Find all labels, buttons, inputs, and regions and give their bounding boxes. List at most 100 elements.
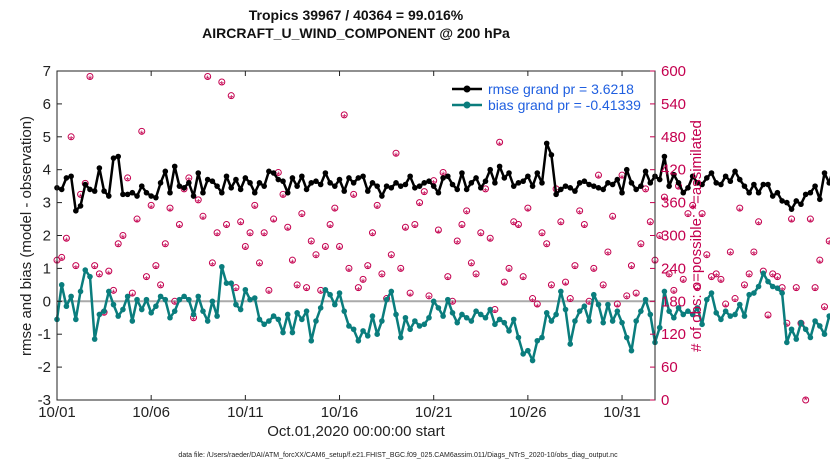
bias-point <box>91 336 98 342</box>
rmse-point <box>638 183 644 189</box>
possible-obs-marker <box>128 289 136 297</box>
assimilated-obs-marker: * <box>389 252 394 264</box>
assimilated-obs-marker: * <box>399 266 404 278</box>
possible-obs-marker <box>745 270 753 278</box>
y-right-tick-label: 600 <box>661 63 686 80</box>
chart-subtitle: AIRCRAFT_U_WIND_COMPONENT @ 200 hPa <box>202 25 510 41</box>
assimilated-obs-marker: * <box>507 266 512 278</box>
bias-point <box>355 337 362 344</box>
possible-obs-marker <box>590 264 598 272</box>
assimilated-obs-marker: * <box>610 214 615 226</box>
rmse-point <box>143 189 150 196</box>
assimilated-obs-marker: * <box>196 198 201 210</box>
rmse-point <box>219 189 225 196</box>
possible-obs-marker <box>105 267 113 275</box>
bias-point <box>751 290 757 296</box>
assimilated-obs-marker: * <box>403 225 408 237</box>
assimilated-obs-marker: * <box>130 291 135 303</box>
bias-point <box>426 314 432 321</box>
assimilated-obs-marker: * <box>446 274 451 286</box>
bias-point <box>703 296 710 303</box>
assimilated-obs-marker: * <box>512 220 517 232</box>
rmse-point <box>633 186 639 193</box>
rmse-point <box>289 175 296 181</box>
rmse-point <box>369 180 376 186</box>
bias-point <box>647 311 654 318</box>
bias-point <box>590 291 597 298</box>
assimilated-obs-marker: * <box>629 263 634 275</box>
rmse-point <box>440 175 446 181</box>
possible-obs-marker <box>632 289 640 297</box>
bias-point <box>661 288 668 295</box>
bias-point <box>487 306 493 313</box>
possible-obs-marker <box>712 270 720 278</box>
rmse-point <box>237 186 244 193</box>
assimilated-obs-marker: * <box>342 113 347 125</box>
assimilated-obs-marker: * <box>789 217 794 229</box>
rmse-point <box>581 178 588 185</box>
bias-point <box>120 306 126 313</box>
possible-obs-marker <box>444 273 452 281</box>
bias-point <box>435 305 442 311</box>
y-axis-label: rmse and bias (model - observation) <box>18 116 35 356</box>
rmse-point <box>553 191 559 198</box>
assimilated-obs-marker: * <box>615 302 620 314</box>
possible-obs-marker <box>519 273 527 281</box>
legend-bias-marker <box>463 101 471 109</box>
assimilated-obs-marker: * <box>191 315 196 327</box>
possible-obs-marker <box>755 218 763 226</box>
rmse-point <box>350 180 357 186</box>
assimilated-obs-marker: * <box>808 217 813 229</box>
assimilated-obs-marker: * <box>135 217 140 229</box>
bias-point <box>275 316 282 323</box>
bias-point <box>539 334 545 341</box>
bias-point <box>294 310 300 316</box>
possible-obs-marker <box>298 210 306 218</box>
assimilated-obs-marker: * <box>201 214 206 226</box>
assimilated-obs-marker: * <box>121 233 126 245</box>
bias-point <box>477 311 484 318</box>
x-tick-label: 10/31 <box>603 404 641 421</box>
bias-point <box>364 333 371 339</box>
rmse-point <box>543 140 550 147</box>
y-right-tick-label: 420 <box>661 162 686 179</box>
possible-obs-marker <box>86 72 94 80</box>
y-axis-right-label: # of obs: o=possible; *=assimilated <box>688 120 705 352</box>
possible-obs-marker <box>340 111 348 119</box>
possible-obs-marker <box>119 232 127 239</box>
assimilated-obs-marker: * <box>719 277 724 289</box>
assimilated-obs-marker: * <box>460 222 465 234</box>
assimilated-obs-marker: * <box>526 206 531 218</box>
rmse-point <box>402 181 409 188</box>
possible-obs-marker <box>293 281 301 289</box>
possible-obs-marker <box>463 207 471 215</box>
possible-obs-marker <box>538 229 546 237</box>
assimilated-obs-marker: * <box>794 285 799 297</box>
bias-point <box>600 319 607 326</box>
bias-point <box>82 267 89 273</box>
rmse-point <box>826 180 830 186</box>
possible-obs-marker <box>571 262 579 270</box>
rmse-point <box>477 184 484 191</box>
assimilated-obs-marker: * <box>549 283 554 295</box>
assimilated-obs-marker: * <box>74 263 79 275</box>
bias-point <box>332 301 338 308</box>
rmse-point <box>242 175 249 181</box>
possible-obs-marker <box>62 234 70 242</box>
rmse-point <box>280 178 286 185</box>
assimilated-obs-marker: * <box>102 310 107 322</box>
possible-obs-marker <box>613 300 621 308</box>
assimilated-obs-marker: * <box>502 280 507 292</box>
rmse-point <box>572 188 578 194</box>
bias-point <box>266 318 272 324</box>
rmse-point <box>129 189 136 196</box>
possible-obs-marker <box>788 215 796 223</box>
bias-point <box>567 341 574 347</box>
possible-obs-marker <box>821 303 829 311</box>
rmse-point <box>228 184 235 191</box>
bias-point <box>812 318 818 324</box>
assimilated-obs-marker: * <box>450 299 455 311</box>
possible-obs-marker <box>416 199 424 207</box>
rmse-point <box>148 193 154 199</box>
assimilated-obs-marker: * <box>366 263 371 275</box>
